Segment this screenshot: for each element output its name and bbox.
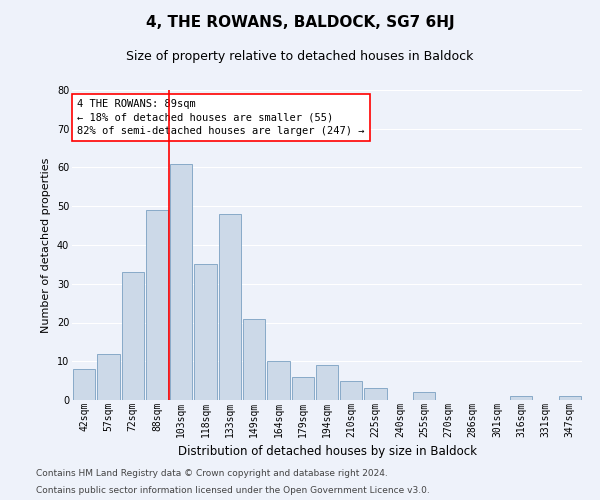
Bar — [559, 396, 581, 400]
Bar — [97, 354, 119, 400]
Text: Contains public sector information licensed under the Open Government Licence v3: Contains public sector information licen… — [36, 486, 430, 495]
Text: 4 THE ROWANS: 89sqm
← 18% of detached houses are smaller (55)
82% of semi-detach: 4 THE ROWANS: 89sqm ← 18% of detached ho… — [77, 100, 365, 136]
Bar — [73, 369, 95, 400]
Bar — [194, 264, 217, 400]
Bar — [146, 210, 168, 400]
Text: Contains HM Land Registry data © Crown copyright and database right 2024.: Contains HM Land Registry data © Crown c… — [36, 468, 388, 477]
X-axis label: Distribution of detached houses by size in Baldock: Distribution of detached houses by size … — [178, 445, 476, 458]
Bar — [122, 272, 144, 400]
Text: Size of property relative to detached houses in Baldock: Size of property relative to detached ho… — [127, 50, 473, 63]
Bar — [243, 318, 265, 400]
Bar — [364, 388, 387, 400]
Bar — [413, 392, 436, 400]
Text: 4, THE ROWANS, BALDOCK, SG7 6HJ: 4, THE ROWANS, BALDOCK, SG7 6HJ — [146, 15, 454, 30]
Bar — [292, 377, 314, 400]
Bar — [510, 396, 532, 400]
Bar — [170, 164, 193, 400]
Bar — [267, 361, 290, 400]
Bar — [340, 380, 362, 400]
Bar — [316, 365, 338, 400]
Y-axis label: Number of detached properties: Number of detached properties — [41, 158, 51, 332]
Bar — [218, 214, 241, 400]
